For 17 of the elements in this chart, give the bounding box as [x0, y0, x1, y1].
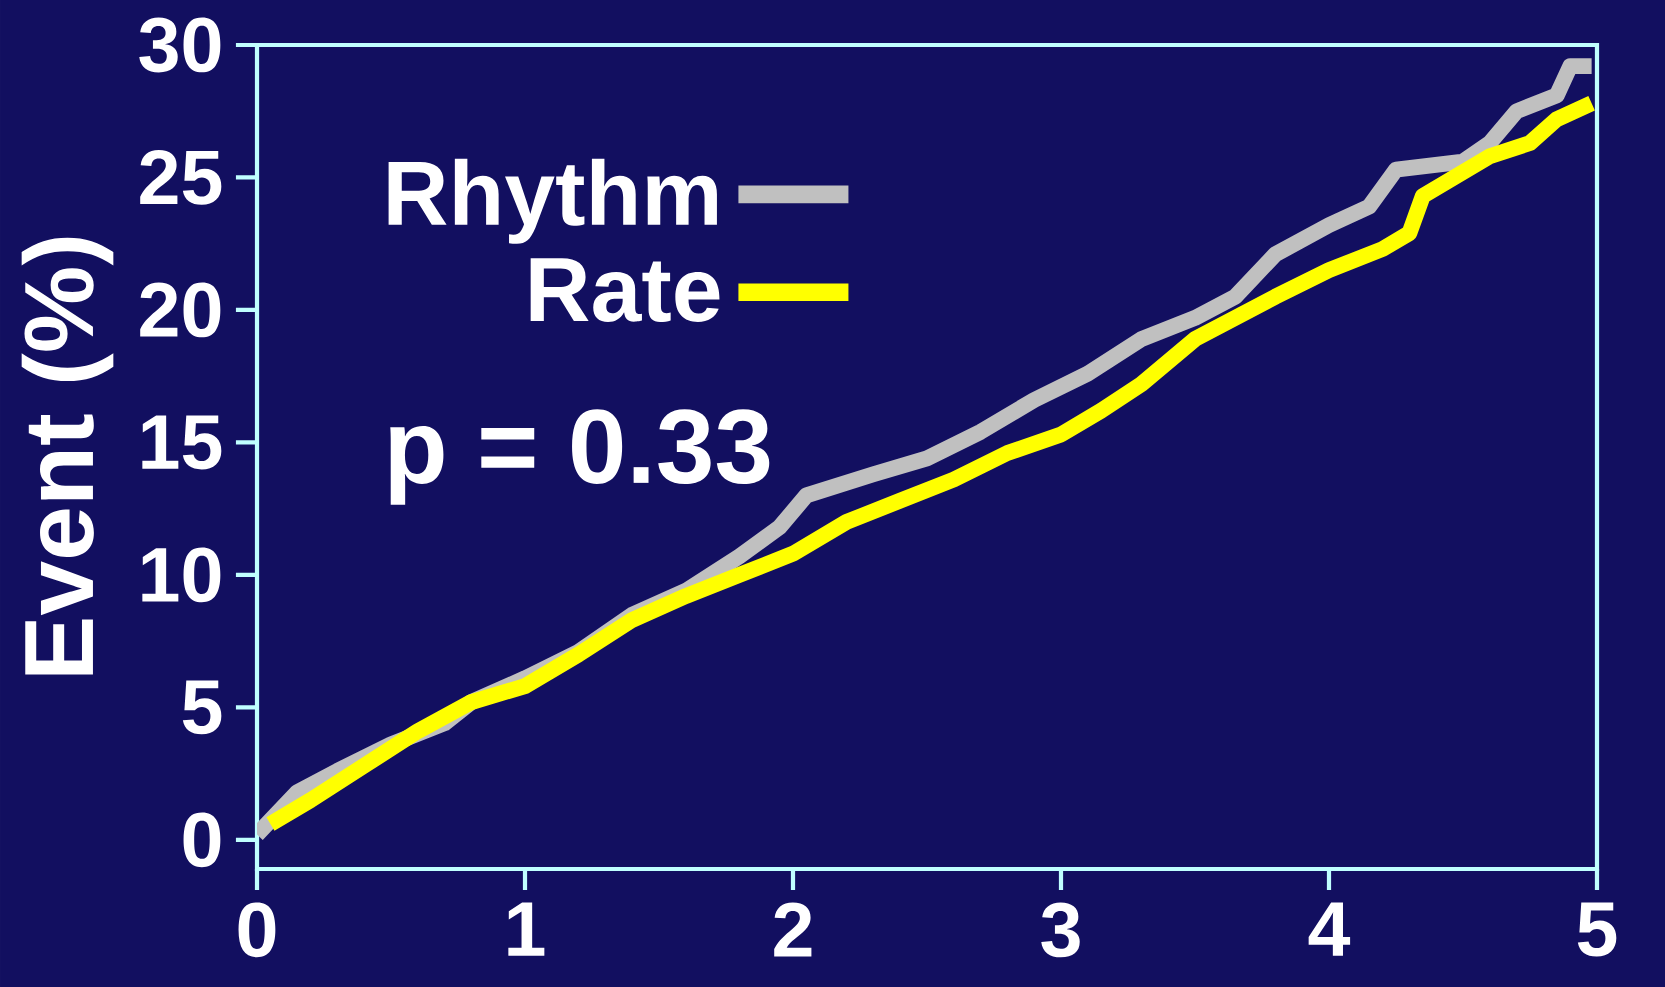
y-tick-label: 30: [139, 17, 221, 73]
y-tick-label: 15: [142, 415, 222, 470]
x-tick-label: 4: [1308, 902, 1351, 956]
legend-label: Rate: [530, 258, 720, 322]
annotation: p = 0.33: [390, 409, 770, 505]
x-tick-label: 5: [1577, 902, 1617, 957]
y-tick-label: 20: [140, 282, 221, 338]
y-tick-label: 0: [183, 812, 221, 868]
y-tick-label: 10: [142, 547, 221, 603]
x-tick-label: 3: [1041, 902, 1080, 958]
x-tick-label: 1: [508, 902, 545, 956]
y-tick-label: 5: [182, 680, 222, 735]
x-tick-label: 0: [238, 902, 276, 958]
y-tick-label: 25: [140, 150, 222, 205]
x-tick-label: 2: [774, 902, 812, 957]
y-axis-title: Event (%): [21, 237, 114, 675]
legend-label: Rhythm: [388, 158, 717, 244]
